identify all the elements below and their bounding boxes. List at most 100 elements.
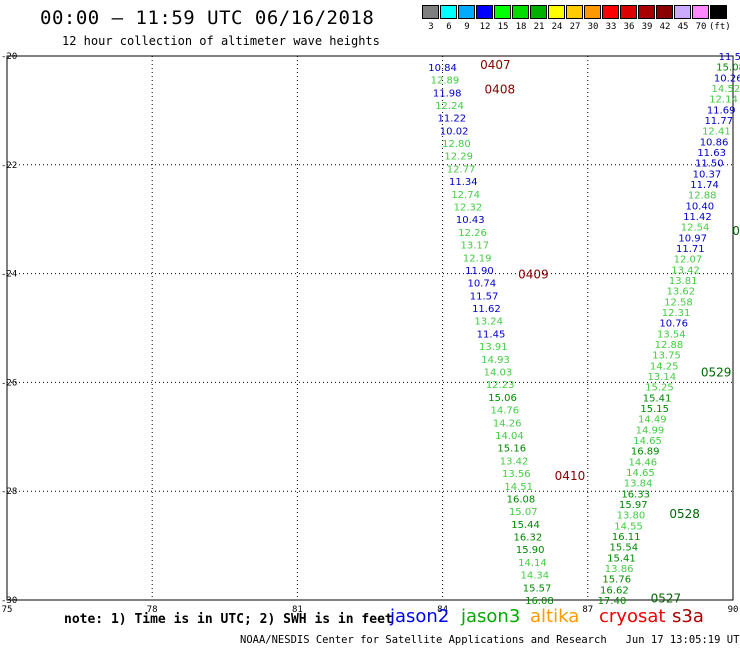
wave-height-value: 15.44 <box>511 520 540 531</box>
wave-height-value: 11.52 <box>719 52 740 63</box>
wave-height-value: 12.88 <box>655 340 684 351</box>
map-title: 00:00 – 11:59 UTC 06/16/2018 <box>40 7 375 29</box>
wave-height-value: 13.86 <box>605 564 634 575</box>
wave-height-value: 11.69 <box>707 105 736 116</box>
wave-height-value: 15.25 <box>645 383 674 394</box>
color-swatch <box>620 5 637 19</box>
wave-height-value: 11.62 <box>472 304 501 315</box>
wave-height-value: 14.46 <box>629 457 658 468</box>
color-scale-label: 39 <box>641 22 653 32</box>
map-note: note: 1) Time is in UTC; 2) SWH is in fe… <box>64 612 393 627</box>
longitude-tick-label: 87 <box>582 605 593 612</box>
wave-height-value: 14.49 <box>638 415 667 426</box>
wave-height-value: 13.84 <box>624 479 653 490</box>
wave-height-value: 15.08 <box>716 63 740 74</box>
wave-height-value: 16.89 <box>631 447 660 458</box>
wave-height-value: 11.45 <box>477 329 506 340</box>
wave-height-value: 14.55 <box>614 521 643 532</box>
wave-height-value: 17.40 <box>598 596 627 607</box>
color-scale-label: 27 <box>569 22 581 32</box>
wave-height-value: 15.06 <box>488 393 517 404</box>
wave-height-value: 15.54 <box>610 543 639 554</box>
wave-height-value: 15.41 <box>643 393 672 404</box>
wave-height-value: 12.74 <box>451 190 480 201</box>
wave-height-value: 14.76 <box>491 406 520 417</box>
latitude-tick-label: -30 <box>1 596 17 606</box>
wave-height-value: 11.77 <box>704 116 733 127</box>
wave-height-value: 12.31 <box>662 308 691 319</box>
wave-height-value: 14.25 <box>650 361 679 372</box>
wave-height-value: 16.08 <box>507 494 536 505</box>
pass-time-label: 0410 <box>555 469 586 483</box>
wave-height-value: 14.51 <box>504 482 533 493</box>
color-scale-label: 30 <box>587 22 599 32</box>
color-swatch <box>512 5 529 19</box>
wave-height-value: 10.37 <box>693 169 722 180</box>
color-scale-label: 36 <box>623 22 635 32</box>
wave-height-value: 11.34 <box>449 177 478 188</box>
color-swatch <box>674 5 691 19</box>
color-swatch <box>422 5 439 19</box>
color-swatch <box>602 5 619 19</box>
wave-height-value: 12.26 <box>458 228 487 239</box>
wave-height-value: 15.57 <box>523 583 552 594</box>
wave-height-value: 15.15 <box>640 404 669 415</box>
wave-height-value: 12.77 <box>447 164 476 175</box>
latitude-tick-label: -24 <box>1 270 17 280</box>
wave-height-value: 10.86 <box>700 137 729 148</box>
color-scale-label: 6 <box>446 22 452 32</box>
color-swatch <box>656 5 673 19</box>
color-scale-label: 70 <box>695 22 707 32</box>
legend-s3a: s3a <box>672 606 704 627</box>
legend-jason3: jason3 <box>461 606 521 627</box>
wave-height-value: 12.14 <box>709 95 738 106</box>
wave-height-value: 11.42 <box>683 212 712 223</box>
legend-altika: altika <box>530 606 580 627</box>
wave-height-value: 13.75 <box>652 351 681 362</box>
wave-height-value: 13.54 <box>657 329 686 340</box>
color-scale-label: 42 <box>659 22 671 32</box>
color-swatch <box>710 5 727 19</box>
color-scale-label: 15 <box>497 22 509 32</box>
latitude-tick-label: -26 <box>1 378 17 388</box>
wave-height-value: 12.54 <box>681 223 710 234</box>
wave-height-value: 15.16 <box>497 444 526 455</box>
color-swatch <box>638 5 655 19</box>
wave-height-value: 13.62 <box>666 287 695 298</box>
map-axes: 75 78 81 84 87 90 -20 -22 -24 -26 -28 -30 <box>1 52 738 612</box>
wave-height-value: 11.71 <box>676 244 705 255</box>
wave-height-value: 15.76 <box>602 575 631 586</box>
wave-height-value: 11.74 <box>690 180 719 191</box>
color-scale-label: (ft) <box>709 22 731 32</box>
wave-height-value: 12.41 <box>702 127 731 138</box>
wave-height-value: 14.34 <box>520 571 549 582</box>
color-swatch <box>476 5 493 19</box>
color-swatch <box>548 5 565 19</box>
wave-height-value: 14.99 <box>636 425 665 436</box>
wave-height-value: 11.63 <box>697 148 726 159</box>
legend-jason2: jason2 <box>390 606 450 627</box>
legend-cryosat: cryosat <box>599 606 666 627</box>
pass-time-label: 0408 <box>485 83 516 97</box>
longitude-tick-label: 90 <box>728 605 739 612</box>
wave-height-value: 10.02 <box>440 126 469 137</box>
wave-height-value: 14.93 <box>481 355 510 366</box>
wave-height-value: 12.32 <box>454 203 483 214</box>
map-frame <box>6 55 734 601</box>
wave-height-value: 16.08 <box>525 596 554 607</box>
wave-height-value: 15.90 <box>516 545 545 556</box>
latitude-tick-label: -28 <box>1 487 17 497</box>
color-swatch <box>692 5 709 19</box>
wave-height-value: 12.29 <box>444 152 473 163</box>
wave-height-value: 15.41 <box>607 553 636 564</box>
wave-height-value: 10.40 <box>685 201 714 212</box>
wave-height-value: 13.14 <box>648 372 677 383</box>
latitude-tick-label: -20 <box>1 52 17 62</box>
wave-height-value: 14.65 <box>633 436 662 447</box>
pass-time-label: 0407 <box>480 58 511 72</box>
color-scale-label: 18 <box>515 22 527 32</box>
wave-height-value: 15.97 <box>619 500 648 511</box>
pass-time-label: 0530 <box>732 224 740 238</box>
wave-height-value: 16.33 <box>621 489 650 500</box>
wave-height-value: 10.26 <box>714 73 740 84</box>
